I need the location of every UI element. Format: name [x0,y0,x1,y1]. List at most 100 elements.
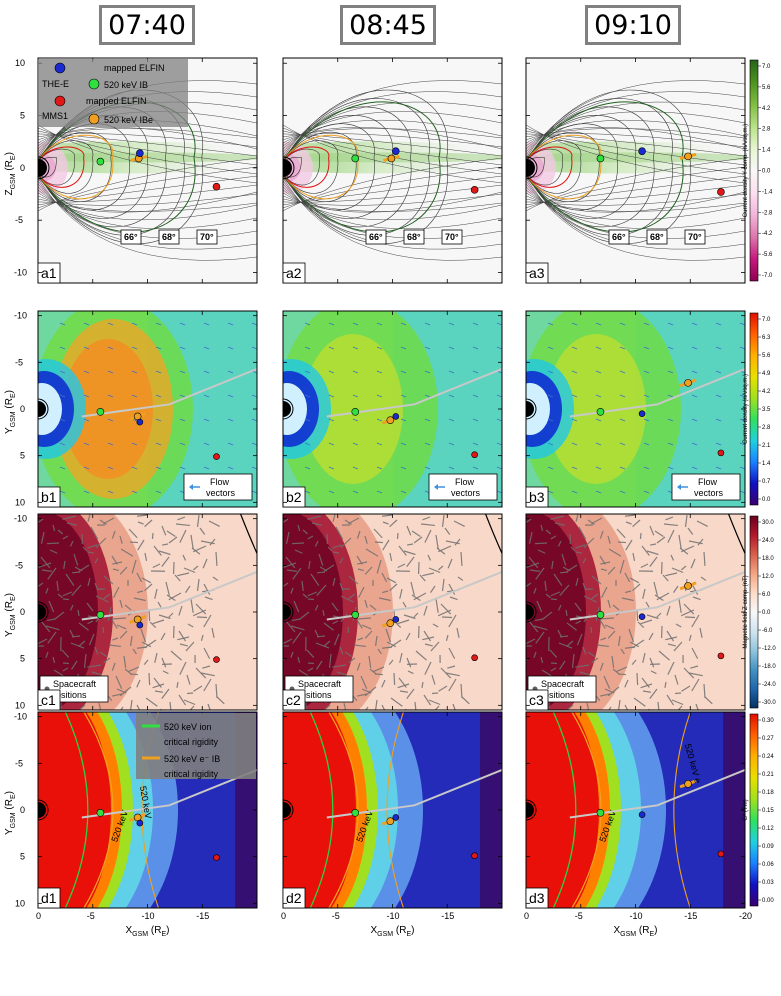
flow-vector [304,394,311,398]
field-segment [699,627,703,638]
y-tick-label: -5 [15,758,23,768]
field-segment [550,515,565,520]
the-e-marker [392,814,400,821]
field-segment [40,556,51,569]
field-segment [332,620,339,625]
field-segment [403,614,416,620]
flow-vector [691,370,698,374]
mms1-marker [213,854,220,861]
field-segment [137,539,145,551]
field-segment [441,616,453,619]
field-segment [665,516,674,521]
flow-vector [203,346,210,350]
flow-vector [251,394,257,398]
field-segment [356,619,363,629]
field-segment [120,706,124,710]
x-tick-label: -10 [630,911,643,921]
field-segment [608,706,612,710]
field-segment [87,615,95,618]
field-segment [649,525,655,536]
field-segment [368,655,372,668]
field-segment [348,593,356,600]
field-segment [599,662,604,671]
flow-vector [571,442,578,446]
field-segment [182,554,187,561]
flow-vector [424,418,431,422]
field-line-open [38,133,257,148]
field-segment [294,549,303,554]
field-segment [382,590,389,594]
field-region-core [526,514,586,710]
latitude-box [684,229,706,245]
field-segment [297,524,301,531]
field-segment [297,656,301,663]
field-segment [360,675,368,690]
elfin-e-marker [387,154,396,163]
field-segment [646,550,659,556]
x-tick-label: 0 [281,911,286,921]
field-segment [178,630,187,642]
field-segment [328,653,332,668]
field-segment [133,597,146,602]
field-segment [356,555,363,565]
field-segment [78,564,90,573]
flow-vector [496,418,502,422]
y-tick-label: -5 [15,215,23,225]
flow-vector [571,370,578,374]
y-tick-label: 10 [15,497,25,507]
field-segment [382,514,393,517]
field-segment [316,660,323,670]
the-e-marker [638,410,646,417]
field-segment [119,566,128,575]
field-line [38,131,112,202]
colorbar-tick-label: 2.8 [762,425,771,431]
field-segment [625,521,632,525]
flow-vector [83,394,90,398]
field-line-open [283,124,502,184]
x-axis-label: XGSM (RE) [126,925,170,938]
field-segment [83,653,87,668]
x-tick-label: -10 [142,911,155,921]
spacecraft-legend-text: positions [539,690,575,700]
flow-vector [547,418,554,422]
mms1-marker [717,652,725,660]
flow-vector [131,490,138,494]
field-line-open [526,157,745,212]
flow-legend-text: Flow [210,477,230,487]
flow-vector [715,442,722,446]
elfin-ion-marker [351,610,360,619]
field-segment [617,541,627,544]
flow-vector [155,418,162,422]
field-segment [47,631,57,644]
panel-label: c2 [286,692,301,708]
flow-vector [328,346,335,350]
y-tick-label: 10 [15,58,25,68]
flow-vector [251,442,257,446]
field-segment [174,574,181,582]
flow-vector [328,466,335,470]
field-line-open [526,127,745,150]
field-segment [565,609,568,617]
field-segment [136,704,141,710]
field-segment [389,519,398,528]
flow-vector [571,346,578,350]
latitude-label: 70° [688,232,702,242]
colorbar-tick-label: -18.0 [762,664,776,670]
flow-vector [547,490,554,494]
colorbar-tick-label: 0.09 [762,844,774,850]
field-segment [361,624,372,630]
field-segment [413,612,419,618]
flow-vector [203,418,210,422]
the-e-marker [638,147,646,155]
field-segment [208,520,220,527]
field-line [526,140,582,194]
flow-vector [83,370,90,374]
field-segment [557,540,562,547]
panel-label-box [525,689,549,711]
field-segment [47,618,56,622]
field-segment [38,638,48,645]
flow-vector [496,346,502,350]
field-line-open [283,193,502,206]
field-segment [625,646,636,649]
field-segment [323,622,334,631]
